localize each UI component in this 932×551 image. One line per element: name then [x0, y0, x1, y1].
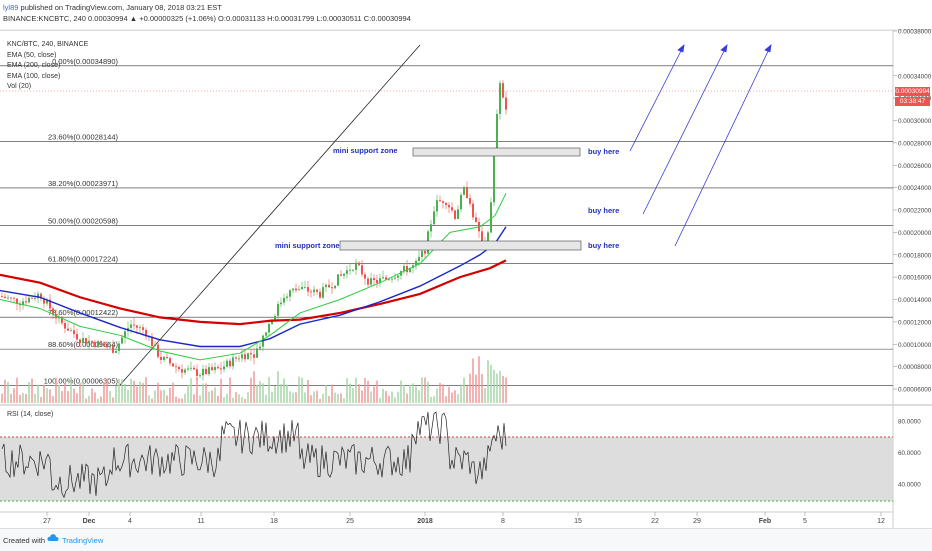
trend-line[interactable]	[119, 44, 421, 386]
time-tick-label: 22	[651, 518, 659, 525]
price-tick-label: 0.00014000	[898, 297, 932, 304]
countdown-tag: 03:38:47	[895, 97, 930, 106]
author-name[interactable]: lyl89	[3, 3, 19, 12]
time-tick-label: 8	[501, 518, 505, 525]
price-tick-label: 0.00026000	[898, 163, 932, 170]
legend-ema50[interactable]: EMA (50, close)	[7, 51, 57, 59]
time-tick-label: 11	[197, 518, 204, 525]
support-zone-upper[interactable]	[412, 147, 581, 157]
fib-label: 100.00%(0.00006305)	[44, 377, 119, 386]
volume-bars	[1, 356, 507, 403]
tradingview-brand[interactable]: TradingView	[62, 536, 104, 545]
fib-label: 61.80%(0.00017224)	[48, 254, 119, 263]
publish-line: lyl89 published on TradingView.com, Janu…	[3, 3, 222, 13]
fib-label: 88.60%(0.00009564)	[48, 340, 119, 349]
time-tick-label: 18	[270, 518, 278, 525]
time-tick-label: 25	[346, 518, 354, 525]
price-tick-label: 0.00012000	[898, 319, 932, 326]
rsi-tick-label: 40.0000	[898, 482, 921, 489]
legend-ema200[interactable]: EMA (200, close)	[7, 62, 61, 69]
rsi-tick-label: 60.0000	[898, 450, 921, 457]
price-tick-label: 0.00020000	[898, 230, 932, 237]
indicator-legend[interactable]: KNC/BTC, 240, BINANCE EMA (50, close) EM…	[7, 40, 88, 93]
price-tick-label: 0.00028000	[898, 140, 932, 147]
time-tick-label: 12	[877, 518, 885, 525]
support-zone-label-upper: mini support zone	[333, 146, 398, 155]
price-axis[interactable]: 0.000380000.000340000.000320000.00030000…	[893, 29, 932, 489]
time-tick-label: 5	[803, 518, 807, 525]
buy-label-3: buy here	[588, 241, 620, 250]
rsi-legend[interactable]: RSI (14, close)	[7, 411, 54, 418]
rsi-line	[1, 411, 507, 499]
fib-label: 50.00%(0.00020598)	[48, 217, 119, 226]
price-tick-label: 0.00038000	[898, 29, 932, 36]
rsi-band	[0, 437, 893, 501]
candlesticks	[1, 80, 507, 381]
symbol-info: BINANCE:KNCBTC, 240 0.00030994 ▲ +0.0000…	[3, 14, 411, 23]
price-tick-label: 0.00022000	[898, 208, 932, 215]
time-tick-label: 15	[574, 518, 582, 525]
time-axis[interactable]: 27 Dec 4 11 18 25 2018 8 15 22 29 Feb 5 12	[43, 512, 885, 525]
ema-lines	[0, 192, 507, 361]
time-tick-label: Dec	[83, 518, 96, 525]
legend-vol[interactable]: Vol (20)	[7, 83, 32, 90]
publish-info: published on TradingView.com, January 08…	[20, 3, 222, 12]
rsi-tick-label: 80.0000	[898, 419, 921, 426]
chart-canvas[interactable]: 0.00%(0.00034890) 23.60%(0.00028144) 38.20…	[0, 0, 932, 528]
price-tick-label: 0.00034000	[898, 73, 932, 80]
price-tick-label: 0.00018000	[898, 252, 932, 259]
price-tick-label: 0.00016000	[898, 275, 932, 282]
chart-header: lyl89 published on TradingView.com, Janu…	[0, 0, 932, 30]
projection-arrows[interactable]	[629, 44, 772, 247]
price-tick-label: 0.00006000	[898, 387, 932, 394]
fibonacci-levels[interactable]: 0.00%(0.00034890) 23.60%(0.00028144) 38.20…	[0, 57, 893, 386]
legend-title: KNC/BTC, 240, BINANCE	[7, 41, 89, 48]
time-tick-label: 29	[693, 518, 701, 525]
time-tick-label: Feb	[759, 518, 771, 525]
time-tick-label: 2018	[417, 518, 433, 525]
time-tick-label: 27	[43, 518, 51, 525]
buy-label-1: buy here	[588, 147, 620, 156]
fib-label: 38.20%(0.00023971)	[48, 179, 119, 188]
price-tick-label: 0.00010000	[898, 342, 932, 349]
tradingview-logo-icon	[47, 534, 59, 541]
current-price-tag: 0.00030994	[895, 87, 930, 96]
support-zone-lower[interactable]	[339, 240, 582, 251]
support-zone-label-lower: mini support zone	[275, 241, 340, 250]
created-with-text: Created with	[3, 536, 46, 545]
fib-label: 78.60%(0.00012422)	[48, 308, 119, 317]
buy-label-2: buy here	[588, 206, 620, 215]
footer: Created with TradingView	[0, 528, 932, 551]
legend-ema100[interactable]: EMA (100, close)	[7, 72, 61, 80]
fib-label: 0.00%(0.00034890)	[52, 57, 118, 66]
price-tick-label: 0.00024000	[898, 185, 932, 192]
fib-label: 23.60%(0.00028144)	[48, 132, 119, 141]
price-tick-label: 0.00030000	[898, 118, 932, 125]
time-tick-label: 4	[128, 518, 132, 525]
price-tick-label: 0.00008000	[898, 364, 932, 371]
